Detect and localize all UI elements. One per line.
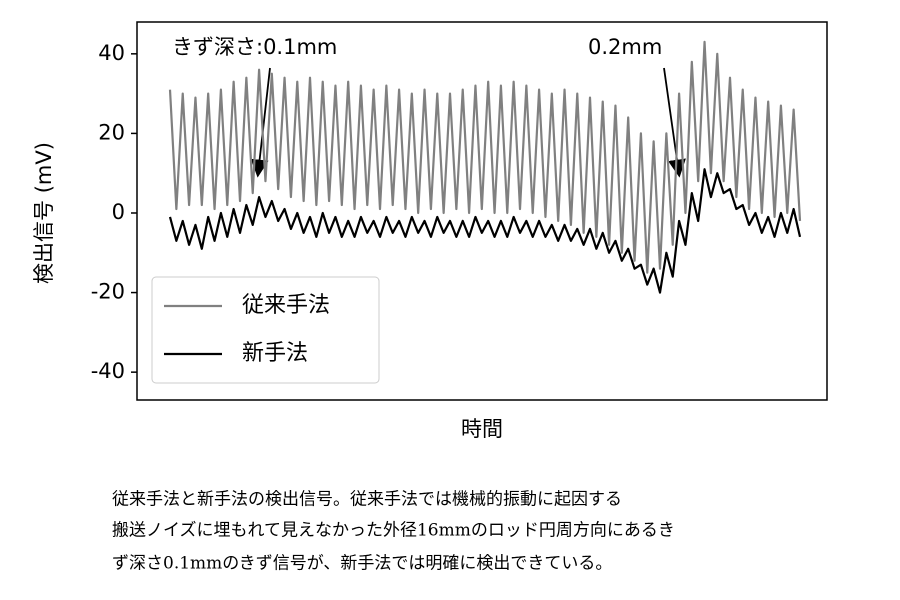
- x-axis-label: 時間: [461, 417, 503, 441]
- plot-frame: [136, 21, 828, 401]
- legend-label: 新手法: [242, 341, 308, 366]
- series-line: [168, 168, 802, 294]
- caption-line: ず深さ0.1mmのきず信号が、新手法では明確に検出できている。: [112, 554, 612, 574]
- legend-label: 従来手法: [242, 293, 330, 318]
- series-line: [168, 40, 802, 274]
- y-tick-label: 40: [98, 41, 125, 65]
- y-tick-label: 20: [98, 120, 125, 144]
- y-tick-label: 0: [112, 200, 125, 224]
- y-tick-label: -40: [91, 359, 125, 383]
- y-tick-label: -20: [91, 280, 125, 304]
- caption-line: 従来手法と新手法の検出信号。従来手法では機械的振動に起因する: [112, 490, 622, 510]
- annotation-arrow: [250, 67, 271, 178]
- annotation: 0.2mm: [588, 35, 662, 59]
- caption-line: 搬送ノイズに埋もれて見えなかった外径16mmのロッド円周方向にあるき: [112, 521, 675, 541]
- legend-box: [151, 276, 380, 384]
- y-axis-label: 検出信号 (mV): [32, 142, 56, 284]
- annotation: きず深さ:0.1mm: [172, 35, 337, 59]
